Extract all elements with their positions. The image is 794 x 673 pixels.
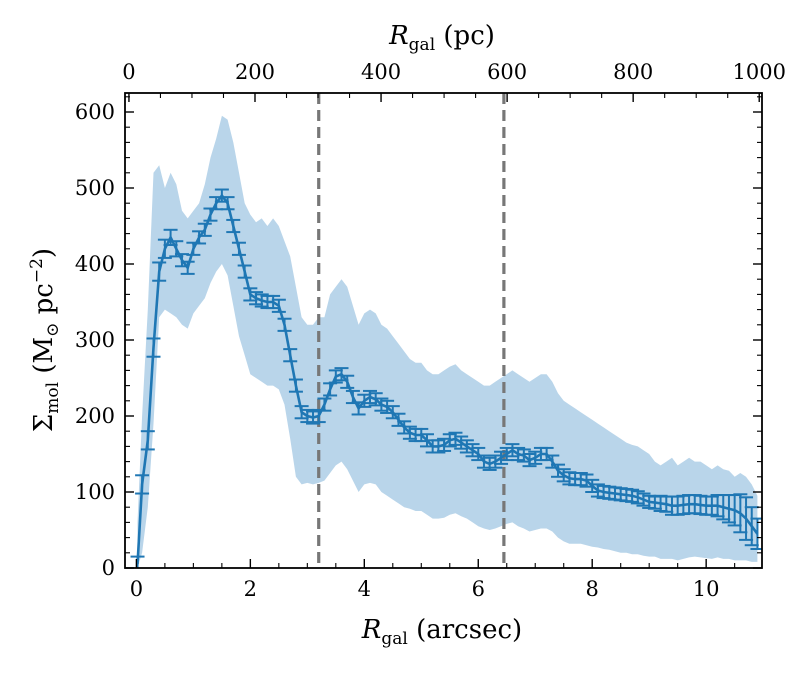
data-point xyxy=(334,367,349,382)
x-tick-label: 0 xyxy=(130,577,143,601)
y-tick-label: 500 xyxy=(75,176,115,200)
data-point xyxy=(317,397,332,412)
y-tick-label: 100 xyxy=(75,480,115,504)
plot-frame xyxy=(124,92,763,569)
data-point xyxy=(488,454,503,469)
data-point xyxy=(516,448,531,463)
data-point xyxy=(556,468,571,483)
data-point xyxy=(385,405,400,420)
data-point xyxy=(271,298,286,313)
data-point xyxy=(283,348,298,363)
uncertainty-band xyxy=(137,115,758,568)
data-point xyxy=(152,261,167,282)
data-point xyxy=(494,450,509,465)
data-point xyxy=(459,439,474,454)
data-point xyxy=(437,437,452,452)
data-point xyxy=(539,446,554,462)
data-point xyxy=(243,287,258,302)
top-tick-label: 800 xyxy=(613,60,653,84)
top-tick-label: 0 xyxy=(122,60,135,84)
data-point xyxy=(266,294,281,310)
data-point xyxy=(733,493,748,534)
top-tick-label: 400 xyxy=(361,60,401,84)
top-tick-label: 1000 xyxy=(733,60,786,84)
data-point xyxy=(739,496,754,541)
data-point xyxy=(505,443,520,458)
top-tick-label: 600 xyxy=(487,60,527,84)
y-tick-label: 600 xyxy=(75,100,115,124)
y-axis-title: Σmol (M⊙ pc−2) xyxy=(27,248,63,432)
data-point xyxy=(197,222,212,237)
data-point xyxy=(704,495,719,516)
data-point xyxy=(135,474,150,495)
x-tick-label: 4 xyxy=(358,577,371,601)
data-point xyxy=(180,260,195,275)
data-point xyxy=(471,446,486,462)
data-point xyxy=(237,264,252,279)
data-point xyxy=(545,454,560,469)
x-tick-label: 6 xyxy=(472,577,485,601)
top-tick-label: 200 xyxy=(235,60,275,84)
data-point xyxy=(157,238,172,259)
data-point xyxy=(448,431,463,446)
data-point xyxy=(294,405,309,420)
plot-layer: 0 2 4 6 8 100 200 400 600 800 10000100200300400500… xyxy=(75,60,786,601)
x-tick-label: 10 xyxy=(693,577,720,601)
data-point xyxy=(220,196,235,211)
data-point xyxy=(231,241,246,256)
x-tick-label: 8 xyxy=(586,577,599,601)
y-tick-label: 0 xyxy=(102,556,115,580)
plot-area xyxy=(130,93,762,568)
data-point xyxy=(551,463,566,478)
data-point xyxy=(130,555,145,568)
y-tick-label: 400 xyxy=(75,252,115,276)
data-point xyxy=(192,230,207,245)
x-axis-title: Rgal (arcsec) xyxy=(361,615,522,649)
y-tick-label: 300 xyxy=(75,328,115,352)
data-point xyxy=(226,218,241,234)
y-tick-label: 200 xyxy=(75,404,115,428)
data-point xyxy=(454,435,469,450)
data-point xyxy=(585,478,600,493)
data-point xyxy=(744,506,759,547)
data-point xyxy=(528,450,543,465)
top-axis-title: Rgal (pc) xyxy=(388,21,495,55)
data-point xyxy=(288,378,303,393)
data-point xyxy=(146,337,161,358)
data-point xyxy=(277,317,292,332)
data-point xyxy=(163,228,178,246)
data-point xyxy=(340,374,355,389)
x-tick-label: 2 xyxy=(244,577,257,601)
data-point xyxy=(357,393,372,408)
data-point xyxy=(214,188,229,203)
data-point xyxy=(750,517,762,550)
data-point xyxy=(140,430,155,451)
